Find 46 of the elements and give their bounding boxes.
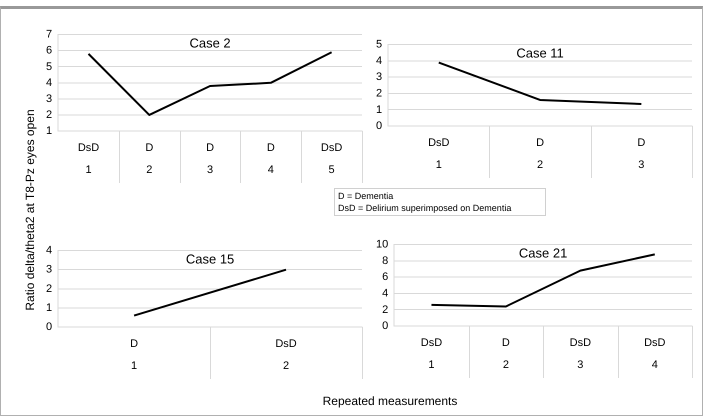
y-tick-label: 6 bbox=[46, 44, 52, 57]
x-tick-label: DsD 1 bbox=[428, 137, 450, 172]
y-tick-label: 1 bbox=[376, 104, 382, 116]
y-tick-label: 0 bbox=[46, 321, 52, 334]
chart-title: Case 2 bbox=[189, 36, 231, 51]
y-tick-label: 1 bbox=[46, 125, 52, 138]
text: DsD = Delirium superimposed on Dementia bbox=[338, 202, 512, 214]
y-tick-label: 2 bbox=[376, 87, 382, 100]
y-tick-label: 1 bbox=[46, 302, 52, 314]
y-tick-label: 2 bbox=[46, 282, 52, 295]
y-tick-label: 8 bbox=[382, 254, 388, 267]
x-tick-label: DsD 1 bbox=[420, 337, 442, 372]
y-tick-label: 0 bbox=[382, 320, 388, 332]
x-tick-label: D 4 bbox=[266, 142, 275, 176]
y-tick-label: 10 bbox=[376, 238, 388, 251]
x-tick-label: D 2 bbox=[145, 142, 154, 176]
y-tick-label: 3 bbox=[46, 264, 52, 276]
chart-title: Case 11 bbox=[516, 46, 564, 61]
y-tick-label: 5 bbox=[46, 60, 52, 73]
x-tick-label: D 3 bbox=[637, 137, 646, 172]
x-tick-label: DsD 2 bbox=[275, 338, 297, 372]
chart-title: Case 21 bbox=[518, 246, 568, 261]
y-tick-label: 4 bbox=[46, 244, 52, 257]
y-tick-label: 6 bbox=[382, 271, 388, 284]
y-tick-label: 5 bbox=[376, 38, 382, 51]
y-axis-title: Ratio delta/theta2 at T8-Pz eyes open bbox=[23, 109, 37, 311]
y-tick-label: 7 bbox=[46, 28, 52, 41]
x-tick-label: DsD 1 bbox=[78, 142, 100, 176]
x-tick-label: DsD 4 bbox=[644, 337, 666, 372]
y-tick-label: 4 bbox=[376, 54, 382, 67]
x-tick-label: D 3 bbox=[206, 142, 214, 176]
y-tick-label: 3 bbox=[376, 71, 382, 84]
x-tick-label: D 2 bbox=[536, 137, 544, 172]
y-tick-label: 4 bbox=[46, 76, 52, 89]
x-tick-label: D 2 bbox=[502, 337, 510, 372]
y-tick-label: 4 bbox=[382, 287, 388, 300]
x-axis-title: Repeated measurements bbox=[322, 394, 458, 408]
y-tick-label: 2 bbox=[46, 108, 52, 121]
x-tick-label: DsD 3 bbox=[570, 337, 592, 372]
text: D = Dementia bbox=[338, 190, 394, 202]
x-tick-label: D 1 bbox=[130, 338, 138, 372]
y-tick-label: 0 bbox=[376, 120, 382, 132]
y-tick-label: 2 bbox=[382, 304, 388, 316]
chart-title: Case 15 bbox=[186, 252, 234, 267]
x-tick-label: DsD 5 bbox=[320, 142, 342, 176]
y-tick-label: 3 bbox=[46, 92, 52, 105]
